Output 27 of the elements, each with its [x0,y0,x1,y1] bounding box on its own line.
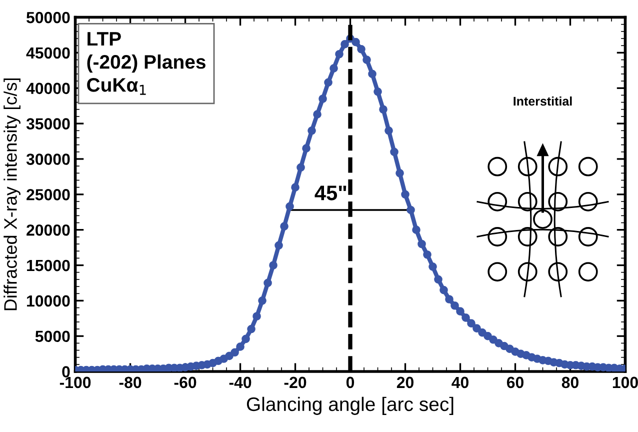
x-tick-label: 80 [562,376,578,388]
y-tick-label: 15000 [27,260,70,272]
x-tick-label: 40 [452,376,468,388]
y-tick-label: 20000 [26,224,70,236]
x-tick-label: 60 [506,376,524,388]
x-tick-label: -20 [284,376,306,388]
y-tick-label: 35000 [26,118,70,130]
annotation: Interstitial [514,96,572,106]
x-tick-label: 20 [396,376,414,388]
y-tick-label: 30000 [26,154,70,165]
x-tick-label: -40 [229,376,252,388]
y-tick-label: 0 [62,366,70,378]
annotation: LTP (-202) Planes CuKα$_{1}$ [87,32,206,95]
y-tick-label: 45000 [26,47,70,59]
x-tick-label: -100 [60,376,91,388]
y-tick-label: 10000 [27,295,70,307]
x-tick-label: -80 [119,376,142,388]
y-tick-label: 40000 [26,82,70,94]
annotation: 45" [314,186,346,200]
x-tick-label: 0 [346,376,354,388]
y-tick-label: 25000 [26,189,70,200]
y-tick-label: 50000 [26,12,70,24]
x-axis-title: Glancing angle [arc sec] [246,396,454,415]
x-tick-label: 100 [612,376,638,388]
y-tick-label: 5000 [35,330,70,342]
x-tick-label: -60 [174,376,196,388]
y-axis-title: Diffracted X-ray intensity [c/s] [4,78,20,310]
